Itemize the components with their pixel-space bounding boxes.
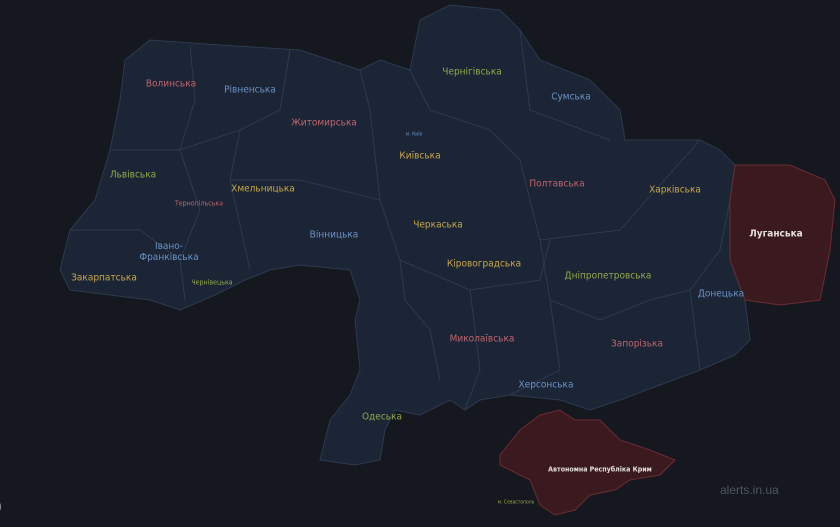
region-label: м. Київ xyxy=(405,131,423,138)
region-label: м. Севастополь xyxy=(497,499,535,506)
region-label: Одеська xyxy=(361,411,403,423)
luhansk-region-alert[interactable] xyxy=(729,164,836,306)
region-label: Хмельницька xyxy=(231,183,295,195)
region-label: Полтавська xyxy=(529,178,585,190)
region-label: Львівська xyxy=(109,169,157,181)
region-label: Черкаська xyxy=(413,219,463,231)
region-label: Донецька xyxy=(697,288,745,300)
region-label: Волинська xyxy=(145,78,197,90)
region-label: Тернопільська xyxy=(174,199,224,208)
region-label: Дніпропетровська xyxy=(564,270,652,282)
region-label: Луганська xyxy=(749,228,803,240)
region-label: Харківська xyxy=(649,184,701,196)
region-label: Херсонська xyxy=(518,379,574,391)
oblast-borders xyxy=(70,29,731,411)
region-label: Миколаївська xyxy=(449,333,515,345)
region-label: Сумська xyxy=(551,91,591,103)
region-label: Чернігівська xyxy=(442,66,502,78)
region-label: Кіровоградська xyxy=(446,258,522,270)
edge-text: ) xyxy=(0,500,2,513)
crimea-region-alert[interactable] xyxy=(499,409,676,516)
region-label: Запорізька xyxy=(611,338,663,350)
region-label: Чернівецька xyxy=(191,278,233,287)
region-label: Житомирська xyxy=(291,117,357,129)
region-label: Закарпатська xyxy=(71,272,137,284)
region-label: Рівненська xyxy=(224,84,276,96)
region-label: Івано- Франківська xyxy=(139,241,199,263)
watermark: alerts.in.ua xyxy=(720,483,779,497)
region-label: Вінницька xyxy=(309,229,359,241)
region-label: Автономна Республіка Крим xyxy=(548,465,652,474)
region-label: Київська xyxy=(399,150,441,162)
ukraine-mainland[interactable] xyxy=(59,4,751,466)
